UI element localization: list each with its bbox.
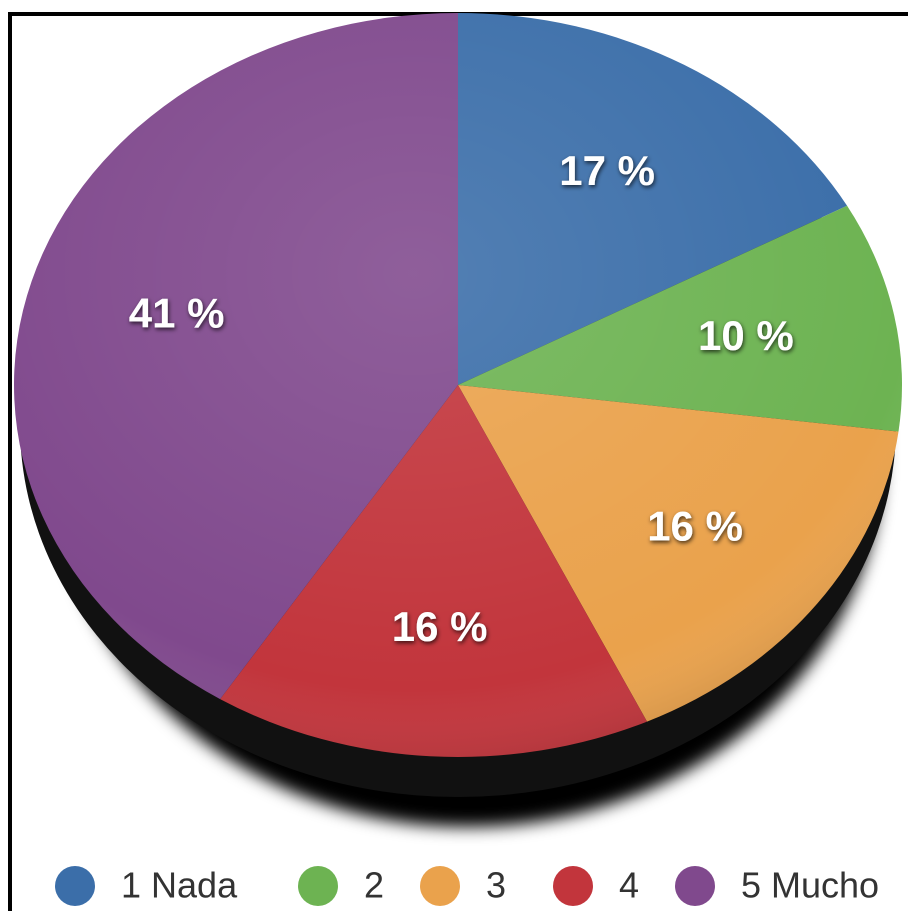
pie-shine: [14, 13, 902, 757]
legend-label: 5 Mucho: [741, 865, 879, 906]
value-label: 17 %: [559, 147, 655, 194]
value-label: 16 %: [647, 502, 743, 549]
value-label: 16 %: [392, 603, 488, 650]
legend: 1 Nada 2 3 4 5 Mucho: [55, 865, 879, 906]
legend-label: 2: [364, 865, 384, 906]
legend-label: 1 Nada: [121, 865, 238, 906]
legend-swatch: [420, 866, 460, 906]
pie: 17 % 10 % 16 % 16 % 41 %: [13, 13, 902, 827]
legend-swatch: [298, 866, 338, 906]
legend-swatch: [55, 866, 95, 906]
legend-label: 3: [486, 865, 506, 906]
legend-swatch: [553, 866, 593, 906]
legend-label: 4: [619, 865, 639, 906]
value-label: 10 %: [698, 312, 794, 359]
legend-swatch: [675, 866, 715, 906]
value-label: 41 %: [129, 290, 225, 337]
